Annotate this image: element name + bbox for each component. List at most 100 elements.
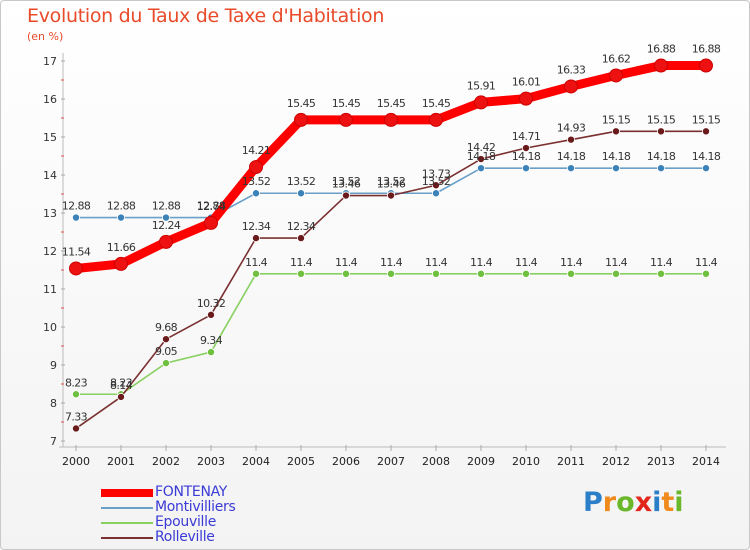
x-tick-label: 2002 (152, 455, 180, 468)
data-label-fontenay: 15.45 (422, 97, 451, 110)
y-tick-label: 15 (43, 131, 57, 144)
data-point-rolleville (206, 310, 215, 319)
data-point-montivilliers (657, 164, 666, 173)
x-tick-label: 2004 (242, 455, 270, 468)
data-point-rolleville (657, 127, 666, 136)
data-label-montivilliers: 13.52 (332, 175, 361, 188)
data-label-rolleville: 12.34 (242, 220, 271, 233)
data-point-montivilliers (72, 213, 81, 222)
y-tick-label: 10 (43, 321, 57, 334)
data-point-montivilliers (702, 164, 711, 173)
data-point-fontenay (564, 79, 578, 94)
data-label-montivilliers: 14.18 (557, 150, 586, 163)
data-point-epouville (476, 269, 485, 278)
data-label-rolleville: 8.14 (110, 379, 133, 392)
data-point-rolleville (161, 335, 170, 344)
logo-letter: i (674, 487, 684, 518)
data-label-fontenay: 16.62 (602, 52, 631, 65)
legend-swatch (101, 489, 153, 497)
data-point-rolleville (251, 234, 260, 243)
data-label-montivilliers: 12.88 (152, 200, 181, 213)
data-label-rolleville: 13.73 (422, 167, 451, 180)
y-tick-label: 8 (50, 397, 57, 410)
data-label-epouville: 9.34 (200, 334, 223, 347)
data-point-fontenay (384, 112, 398, 127)
data-label-epouville: 11.4 (560, 256, 583, 269)
data-label-montivilliers: 12.88 (197, 200, 226, 213)
legend-label: Epouville (155, 514, 217, 530)
data-point-epouville (206, 348, 215, 357)
logo-letter: x (634, 487, 653, 518)
logo-letter: r (602, 487, 617, 518)
data-point-fontenay (159, 234, 173, 249)
data-label-epouville: 11.4 (380, 256, 403, 269)
data-label-rolleville: 14.93 (557, 122, 586, 135)
data-label-rolleville: 10.32 (197, 297, 226, 310)
data-label-epouville: 11.4 (335, 256, 358, 269)
data-label-epouville: 11.4 (695, 256, 718, 269)
data-point-rolleville (386, 191, 395, 200)
x-tick-label: 2012 (602, 455, 630, 468)
data-label-montivilliers: 13.52 (377, 175, 406, 188)
x-tick-label: 2011 (557, 455, 585, 468)
data-label-epouville: 11.4 (425, 256, 448, 269)
data-point-epouville (72, 390, 81, 399)
data-label-rolleville: 15.15 (692, 113, 721, 126)
data-point-rolleville (341, 191, 350, 200)
data-point-rolleville (476, 155, 485, 164)
x-tick-label: 2008 (422, 455, 450, 468)
data-point-rolleville (72, 424, 81, 433)
data-label-montivilliers: 14.18 (467, 150, 496, 163)
legend-label: Rolleville (155, 529, 215, 545)
legend-item-rolleville: Rolleville (101, 529, 321, 546)
data-label-epouville: 11.4 (245, 256, 268, 269)
data-point-montivilliers (522, 164, 531, 173)
data-label-epouville: 11.4 (290, 256, 313, 269)
legend-swatch (101, 522, 153, 524)
logo-letter: i (652, 487, 662, 518)
data-label-rolleville: 12.34 (287, 220, 316, 233)
y-tick-label: 13 (43, 207, 57, 220)
data-point-fontenay (294, 112, 308, 127)
y-tick-label: 9 (50, 359, 57, 372)
data-label-fontenay: 11.54 (62, 245, 91, 258)
data-label-fontenay: 11.66 (107, 241, 136, 254)
data-label-fontenay: 14.21 (242, 144, 271, 157)
data-label-epouville: 8.23 (65, 376, 88, 389)
data-label-montivilliers: 13.52 (422, 175, 451, 188)
logo-letter: o (616, 487, 635, 518)
data-label-fontenay: 12.24 (152, 219, 181, 232)
data-point-epouville (251, 269, 260, 278)
data-point-rolleville (567, 135, 576, 144)
legend-swatch (101, 507, 153, 509)
data-label-epouville: 11.4 (470, 256, 493, 269)
data-label-rolleville: 15.15 (647, 113, 676, 126)
data-label-montivilliers: 14.18 (512, 150, 541, 163)
data-point-montivilliers (117, 213, 126, 222)
data-point-epouville (161, 359, 170, 368)
data-point-montivilliers (431, 189, 440, 198)
x-tick-label: 2003 (197, 455, 225, 468)
data-label-montivilliers: 12.88 (107, 200, 136, 213)
data-point-fontenay (249, 160, 263, 175)
data-label-rolleville: 13.46 (332, 178, 361, 191)
data-label-rolleville: 9.68 (155, 321, 178, 334)
x-tick-label: 2000 (62, 455, 90, 468)
chart-title: Evolution du Taux de Taxe d'Habitation (27, 5, 385, 27)
data-label-rolleville: 14.42 (467, 141, 496, 154)
data-label-rolleville: 15.15 (602, 113, 631, 126)
y-tick-label: 16 (43, 93, 57, 106)
data-label-fontenay: 16.88 (692, 43, 721, 56)
data-label-rolleville: 13.46 (377, 178, 406, 191)
legend-swatch (101, 537, 153, 539)
legend-item-fontenay: FONTENAY (101, 484, 321, 501)
y-tick-label: 17 (43, 55, 57, 68)
data-label-rolleville: 14.71 (512, 130, 541, 143)
proxiti-logo: Proxiti (583, 487, 684, 518)
x-tick-label: 2006 (332, 455, 360, 468)
y-tick-label: 7 (50, 435, 57, 448)
data-point-rolleville (522, 144, 531, 153)
x-tick-label: 2007 (377, 455, 405, 468)
data-label-montivilliers: 13.52 (242, 175, 271, 188)
data-point-fontenay (69, 261, 83, 276)
